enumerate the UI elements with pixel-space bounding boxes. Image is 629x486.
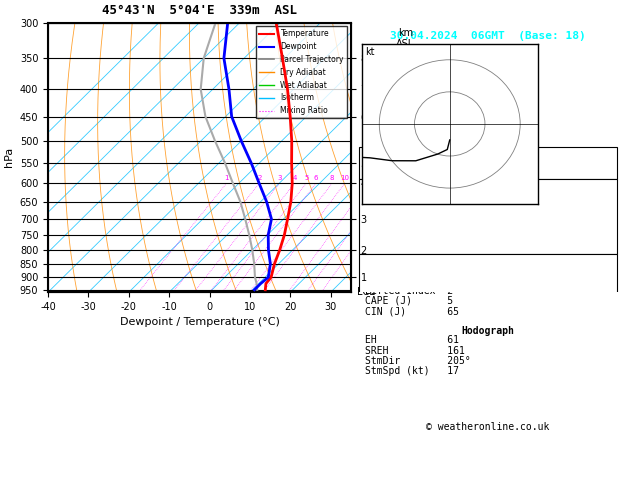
Text: 10: 10 <box>340 174 349 180</box>
Text: CIN (J)       0: CIN (J) 0 <box>365 241 453 251</box>
Text: LCL: LCL <box>357 287 375 297</box>
Text: EH            61: EH 61 <box>365 335 459 346</box>
Title: 45°43'N  5°04'E  339m  ASL: 45°43'N 5°04'E 339m ASL <box>102 4 297 17</box>
Text: StmDir        205°: StmDir 205° <box>365 356 470 366</box>
Text: 25: 25 <box>396 174 404 180</box>
FancyBboxPatch shape <box>359 147 616 179</box>
Text: 5: 5 <box>304 174 308 180</box>
Text: Totals Totals  50: Totals Totals 50 <box>365 162 464 172</box>
Text: Surface: Surface <box>467 180 508 191</box>
Text: Temp (°C)     11.2: Temp (°C) 11.2 <box>365 190 470 200</box>
Text: CAPE (J)      5: CAPE (J) 5 <box>365 296 453 306</box>
Text: Dewp (°C)     10.8: Dewp (°C) 10.8 <box>365 200 470 210</box>
Text: SREH          161: SREH 161 <box>365 346 464 356</box>
Text: Pressure (mb) 925: Pressure (mb) 925 <box>365 265 464 275</box>
X-axis label: Dewpoint / Temperature (°C): Dewpoint / Temperature (°C) <box>120 317 279 328</box>
Text: 1: 1 <box>225 174 229 180</box>
Text: Most Unstable: Most Unstable <box>450 256 526 266</box>
Text: PW (cm)       2.35: PW (cm) 2.35 <box>365 173 470 182</box>
Text: 20: 20 <box>382 174 391 180</box>
Text: Lifted Index  5: Lifted Index 5 <box>365 221 453 230</box>
FancyBboxPatch shape <box>359 325 616 384</box>
Text: θᵉ(K)          309: θᵉ(K) 309 <box>365 210 470 220</box>
Text: θᵉ (K)         314: θᵉ (K) 314 <box>365 276 470 285</box>
Text: 15: 15 <box>364 174 373 180</box>
Text: CIN (J)       65: CIN (J) 65 <box>365 306 459 316</box>
Text: 4: 4 <box>292 174 297 180</box>
Text: Hodograph: Hodograph <box>462 326 515 336</box>
Text: kt: kt <box>365 47 375 57</box>
Y-axis label: km
ASL: km ASL <box>396 28 415 50</box>
Text: 30.04.2024  06GMT  (Base: 18): 30.04.2024 06GMT (Base: 18) <box>390 31 586 41</box>
FancyBboxPatch shape <box>359 179 616 255</box>
Y-axis label: hPa: hPa <box>4 147 14 168</box>
Text: StmSpd (kt)   17: StmSpd (kt) 17 <box>365 366 459 376</box>
Text: Lifted Index  2: Lifted Index 2 <box>365 286 453 296</box>
FancyBboxPatch shape <box>359 255 616 325</box>
Legend: Temperature, Dewpoint, Parcel Trajectory, Dry Adiabat, Wet Adiabat, Isotherm, Mi: Temperature, Dewpoint, Parcel Trajectory… <box>256 26 347 119</box>
Text: 6: 6 <box>314 174 318 180</box>
Text: CAPE (J)      0: CAPE (J) 0 <box>365 231 453 241</box>
Text: 2: 2 <box>257 174 262 180</box>
Text: 8: 8 <box>330 174 335 180</box>
Text: K             29: K 29 <box>365 152 459 162</box>
Text: 3: 3 <box>277 174 282 180</box>
Text: © weatheronline.co.uk: © weatheronline.co.uk <box>426 422 550 432</box>
